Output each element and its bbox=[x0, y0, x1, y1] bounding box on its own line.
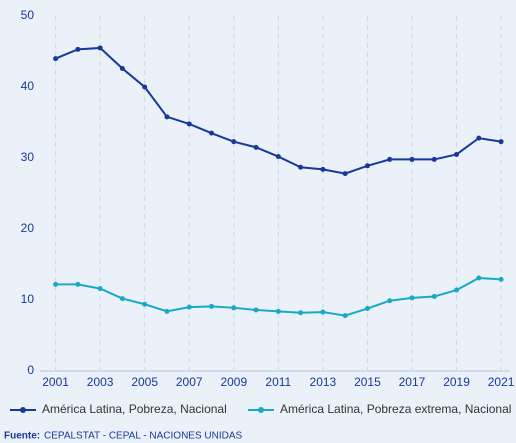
legend-label: América Latina, Pobreza, Nacional bbox=[42, 402, 227, 416]
point bbox=[53, 281, 59, 287]
y-tick-label: 50 bbox=[21, 8, 35, 22]
x-tick-label: 2009 bbox=[220, 375, 247, 389]
point bbox=[387, 298, 393, 304]
point bbox=[186, 121, 192, 127]
point bbox=[409, 156, 415, 162]
point bbox=[342, 171, 348, 177]
x-tick-label: 2007 bbox=[176, 375, 203, 389]
point bbox=[253, 307, 259, 313]
point bbox=[75, 281, 81, 287]
point bbox=[476, 275, 482, 281]
point bbox=[142, 84, 148, 90]
x-tick-label: 2019 bbox=[443, 375, 470, 389]
point bbox=[75, 46, 81, 52]
x-tick-label: 2017 bbox=[399, 375, 426, 389]
point bbox=[476, 135, 482, 141]
point bbox=[387, 156, 393, 162]
y-tick-label: 20 bbox=[21, 221, 35, 235]
point bbox=[454, 151, 460, 157]
y-tick-label: 0 bbox=[27, 363, 34, 377]
point bbox=[320, 166, 326, 172]
x-tick-label: 2013 bbox=[310, 375, 337, 389]
point bbox=[209, 130, 215, 136]
point bbox=[298, 164, 304, 170]
x-tick-label: 2021 bbox=[488, 375, 515, 389]
point bbox=[298, 310, 304, 316]
point bbox=[275, 154, 281, 160]
point bbox=[275, 308, 281, 314]
point bbox=[498, 139, 504, 145]
y-tick-label: 30 bbox=[21, 150, 35, 164]
point bbox=[342, 313, 348, 319]
x-tick-label: 2003 bbox=[87, 375, 114, 389]
point bbox=[409, 295, 415, 301]
x-tick-label: 2005 bbox=[131, 375, 158, 389]
point bbox=[97, 45, 103, 51]
y-tick-label: 40 bbox=[21, 79, 35, 93]
point bbox=[97, 286, 103, 292]
point bbox=[454, 287, 460, 293]
point bbox=[320, 309, 326, 315]
point bbox=[498, 276, 504, 282]
point bbox=[231, 305, 237, 311]
point bbox=[431, 156, 437, 162]
x-tick-label: 2001 bbox=[42, 375, 69, 389]
source: CEPALSTAT - CEPAL - NACIONES UNIDAS bbox=[44, 431, 243, 442]
x-tick-label: 2015 bbox=[354, 375, 381, 389]
point bbox=[364, 163, 370, 169]
point bbox=[253, 144, 259, 150]
point bbox=[164, 114, 170, 120]
point bbox=[119, 66, 125, 72]
point bbox=[186, 304, 192, 310]
point bbox=[209, 303, 215, 309]
legend-marker bbox=[258, 407, 264, 413]
legend-marker bbox=[20, 407, 26, 413]
point bbox=[364, 306, 370, 312]
point bbox=[53, 56, 59, 62]
point bbox=[231, 139, 237, 145]
point bbox=[142, 301, 148, 307]
x-tick-label: 2011 bbox=[265, 375, 291, 389]
point bbox=[431, 293, 437, 299]
y-tick-label: 10 bbox=[21, 292, 35, 306]
point bbox=[164, 308, 170, 314]
point bbox=[119, 296, 125, 302]
source-label: Fuente: bbox=[4, 431, 40, 442]
legend-label: América Latina, Pobreza extrema, Naciona… bbox=[280, 402, 511, 416]
